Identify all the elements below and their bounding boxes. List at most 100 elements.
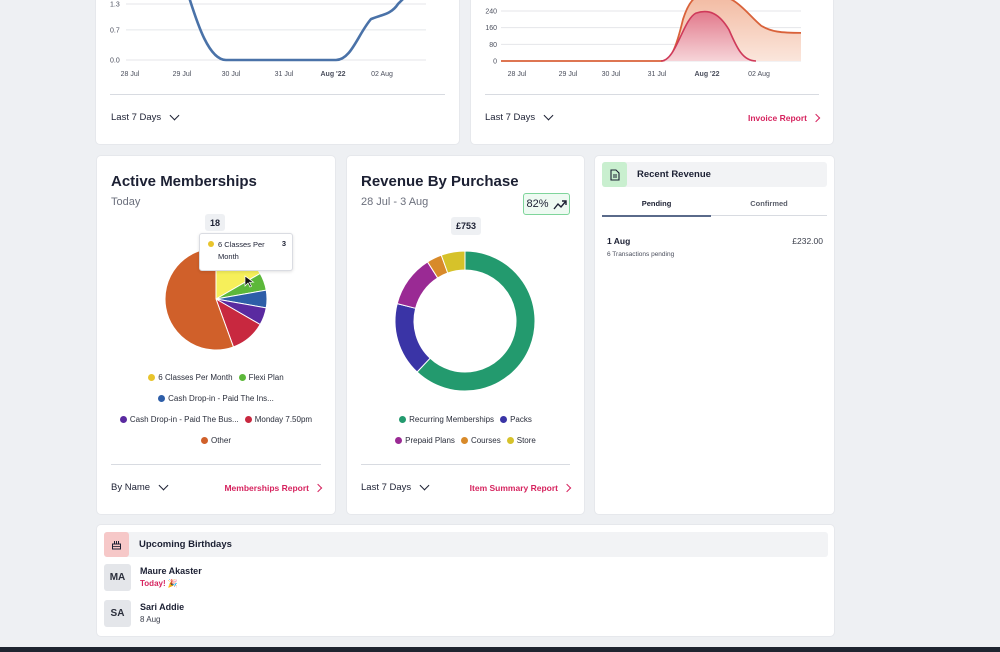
legend-dot [395, 437, 403, 444]
legend-dot [200, 437, 208, 444]
sessions-chart-card: 1.3 0.7 0.0 28 Jul 29 Jul 30 Jul 31 Jul Aug '22… [96, 0, 459, 144]
pie-slice[interactable] [164, 247, 235, 351]
legend-item[interactable]: Packs [500, 415, 532, 424]
legend-row: Recurring Memberships Packs [347, 415, 584, 424]
legend-row: Other [97, 436, 335, 445]
y-tick-label: 80 [489, 42, 497, 49]
legend-dot [399, 416, 407, 423]
total-count-badge: 18 [205, 214, 225, 231]
legend-label: Monday 7.50pm [254, 415, 313, 424]
legend-item[interactable]: 6 Classes Per Month [148, 373, 233, 382]
avatar: MA [104, 564, 131, 591]
period-select-value: Last 7 Days [361, 482, 412, 493]
active-memberships-card: Active Memberships Today 18 6 Classes Pe… [97, 156, 335, 514]
avatar: SA [104, 600, 131, 627]
x-tick-label: Aug '22 [320, 71, 345, 78]
chevron-down-icon [419, 480, 430, 491]
period-select[interactable]: Last 7 Days [361, 480, 430, 493]
card-divider [111, 464, 321, 465]
legend-dot [119, 416, 127, 423]
x-tick-label: 30 Jul [602, 71, 621, 78]
avatar-initials: MA [109, 572, 126, 583]
growth-badge: 82% [523, 193, 570, 215]
tooltip-value: 3 [281, 239, 286, 248]
x-tick-label: 28 Jul [508, 71, 527, 78]
legend-item[interactable]: Flexi Plan [238, 373, 284, 382]
period-select-value: Last 7 Days [485, 112, 536, 123]
list-item[interactable]: MA Maure Akaster Today! 🎉 [104, 564, 404, 594]
trend-up-icon [552, 199, 567, 209]
sort-select[interactable]: By Name [111, 480, 169, 493]
bottom-bar [0, 647, 1000, 652]
card-subtitle: 28 Jul - 3 Aug [361, 196, 429, 208]
y-tick-label: 0.7 [110, 27, 120, 34]
legend-item[interactable]: Other [200, 436, 231, 445]
legend-dot [500, 416, 508, 423]
y-tick-label: 160 [485, 25, 497, 32]
legend-label: Other [210, 436, 231, 445]
upcoming-birthdays-card: Upcoming Birthdays MA Maure Akaster Toda… [97, 525, 834, 636]
legend-item[interactable]: Prepaid Plans [395, 436, 455, 445]
tab-label: Pending [641, 199, 672, 208]
donut-slice[interactable] [416, 250, 536, 392]
invoice-chart-card: 240 160 80 0 28 Jul 29 Jul 30 Jul 31 Jul Aug '22… [471, 0, 833, 144]
x-tick-label: 29 Jul [559, 71, 578, 78]
item-summary-report-link[interactable]: Item Summary Report [470, 483, 572, 493]
legend-dot [506, 437, 514, 444]
total-count: 18 [209, 217, 220, 228]
birthday-date: Today! 🎉 [140, 579, 178, 588]
list-item[interactable]: 1 Aug £232.00 6 Transactions pending [607, 236, 823, 264]
total-revenue: £753 [455, 221, 477, 231]
chevron-down-icon [158, 480, 169, 491]
legend-dot [148, 374, 156, 381]
legend-item[interactable]: Recurring Memberships [399, 415, 494, 424]
person-name: Sari Addie [140, 602, 185, 612]
legend-label: Store [516, 436, 536, 445]
donut-slice[interactable] [394, 302, 431, 373]
sort-select-value: By Name [111, 482, 151, 493]
x-tick-label: 28 Jul [121, 71, 140, 78]
period-select[interactable]: Last 7 Days [111, 110, 180, 123]
revenue-amount: £232.00 [792, 236, 823, 246]
legend-label: Prepaid Plans [405, 436, 455, 445]
donut-slice[interactable] [440, 250, 466, 274]
line-series [188, 0, 404, 62]
legend-label: Flexi Plan [248, 373, 284, 382]
invoice-report-link[interactable]: Invoice Report [748, 113, 821, 123]
card-title: Active Memberships [111, 173, 257, 190]
y-tick-label: 0 [493, 59, 497, 66]
tab-confirmed[interactable]: Confirmed [711, 196, 827, 216]
card-title: Upcoming Birthdays [139, 539, 232, 550]
legend-item[interactable]: Cash Drop-in - Paid The Ins... [158, 394, 274, 403]
revenue-donut-chart[interactable] [347, 246, 584, 396]
chevron-down-icon [543, 110, 554, 121]
revenue-by-purchase-card: Revenue By Purchase 28 Jul - 3 Aug 82% £… [347, 156, 584, 514]
chevron-down-icon [169, 110, 180, 121]
memberships-report-label: Memberships Report [224, 483, 309, 493]
card-divider [485, 94, 819, 95]
period-select[interactable]: Last 7 Days [485, 110, 554, 123]
tab-pending[interactable]: Pending [602, 196, 711, 217]
chevron-right-icon [562, 483, 572, 493]
list-item[interactable]: SA Sari Addie 8 Aug [104, 600, 404, 630]
legend-item[interactable]: Courses [460, 436, 501, 445]
card-title: Recent Revenue [637, 169, 711, 180]
legend-row: Cash Drop-in - Paid The Ins... [97, 394, 335, 403]
x-tick-label: 02 Aug [371, 71, 393, 78]
legend-item[interactable]: Store [506, 436, 536, 445]
legend-item[interactable]: Monday 7.50pm [244, 415, 313, 424]
birthday-date: 8 Aug [140, 615, 161, 624]
pie-tooltip: 6 Classes Per Month 3 [199, 233, 293, 271]
legend-label: Cash Drop-in - Paid The Ins... [168, 394, 274, 403]
person-name: Maure Akaster [140, 566, 202, 576]
card-subtitle: Today [111, 196, 141, 208]
memberships-report-link[interactable]: Memberships Report [224, 483, 323, 493]
total-revenue-badge: £753 [451, 217, 481, 235]
legend-item[interactable]: Cash Drop-in - Paid The Bus... [119, 415, 239, 424]
area-series-line [660, 10, 757, 62]
legend-dot [238, 374, 246, 381]
legend-dot [244, 416, 252, 423]
tab-label: Confirmed [750, 199, 788, 208]
area-series [661, 11, 756, 61]
legend-dot [460, 437, 468, 444]
